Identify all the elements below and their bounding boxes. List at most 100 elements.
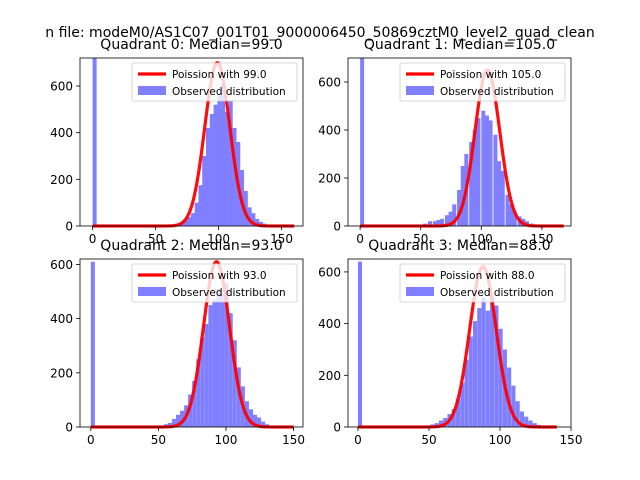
histogram-bar (194, 202, 199, 226)
histogram-bar (221, 83, 226, 226)
legend: Poission with 88.0 Observed distribution (399, 263, 566, 303)
histogram-bar (255, 219, 260, 226)
x-tick-label: 150 (270, 232, 293, 246)
x-tick-label: 100 (489, 433, 512, 447)
legend-box (131, 62, 298, 102)
histogram-bar (505, 194, 510, 226)
axes-frame (347, 57, 572, 227)
y-tick-label: 0 (65, 421, 73, 435)
x-tick-label: 50 (421, 433, 436, 447)
x-tick-label: 0 (356, 232, 364, 246)
histogram-bar (528, 420, 533, 427)
histogram-bar (228, 313, 233, 427)
y-tick-label: 200 (50, 366, 73, 380)
histogram-bar (481, 297, 486, 427)
histogram-bar (188, 394, 193, 427)
y-tick-label: 600 (50, 258, 73, 272)
x-tick-label: 0 (87, 433, 95, 447)
y-tick-label: 400 (50, 126, 73, 140)
subplot-quadrant-1: Quadrant 1: Median=105.0 0 50 100 150 0 200 40… (318, 37, 572, 246)
figure-suptitle: n file: modeM0/AS1C07_001T01_9000006450_… (45, 25, 594, 41)
legend-poisson-label: Poission with 105.0 (440, 69, 541, 81)
histogram-bar (212, 299, 217, 427)
histogram-bar (455, 398, 461, 427)
histogram-bar (481, 110, 486, 226)
histogram-bar (175, 414, 181, 427)
histogram-bar (217, 95, 222, 226)
histogram-bar (440, 218, 445, 226)
histogram-bar (252, 414, 258, 427)
legend-observed-label: Observed distribution (172, 86, 286, 98)
subplot-title: Quadrant 1: Median=105.0 (364, 37, 555, 53)
histogram-bar (198, 185, 203, 226)
histogram-bar (261, 421, 266, 427)
histogram-bar (228, 100, 233, 226)
x-tick-label: 0 (354, 433, 362, 447)
histogram-bar (209, 114, 214, 226)
histogram-bar (472, 130, 477, 226)
y-tick-label: 400 (50, 312, 73, 326)
histogram-bar (258, 221, 263, 226)
y-tick-label: 600 (318, 265, 341, 279)
histogram-bar (509, 204, 514, 226)
histogram-bar (464, 359, 469, 427)
histogram-bar (220, 294, 225, 427)
legend-observed-swatch (406, 287, 434, 296)
histogram-bar (524, 416, 529, 427)
subplot-quadrant-3: Quadrant 3: Median=88.0 0 50 100 150 0 200 400… (318, 238, 582, 447)
legend-box (131, 263, 298, 303)
legend: Poission with 93.0 Observed distribution (131, 263, 298, 303)
y-tick-label: 600 (318, 76, 341, 90)
histogram-bar (432, 221, 437, 226)
histogram-bar (183, 219, 188, 226)
y-tick-label: 200 (318, 172, 341, 186)
histogram-bar (460, 166, 465, 226)
histogram-bar (460, 383, 465, 427)
subplot-quadrant-0: Quadrant 0: Median=99.0 0 50 100 150 0 200 400… (50, 37, 304, 246)
legend: Poission with 99.0 Observed distribution (131, 62, 298, 102)
histogram-bar (224, 283, 229, 427)
histogram-bar (243, 191, 248, 226)
subplot-title: Quadrant 2: Median=93.0 (100, 238, 282, 254)
histogram-bar (247, 207, 252, 226)
x-tick-label: 0 (89, 232, 97, 246)
legend-poisson-label: Poission with 99.0 (172, 69, 267, 81)
legend-observed-swatch (138, 287, 166, 296)
histogram-bar (452, 204, 457, 226)
histogram-bar (248, 409, 253, 427)
histogram-bar (532, 423, 537, 427)
histogram-bar (519, 411, 524, 427)
histogram-bar (493, 134, 498, 226)
x-tick-label: 50 (413, 232, 428, 246)
histogram-bar (204, 324, 209, 427)
histogram-bar (436, 220, 441, 226)
histogram-bar (90, 261, 95, 427)
legend: Poission with 105.0 Observed distribution (399, 62, 566, 102)
histogram-bar (488, 120, 493, 226)
histogram-bar (236, 367, 241, 427)
histogram-bar (232, 340, 237, 427)
histogram-bar (196, 359, 201, 427)
y-tick-label: 0 (333, 421, 341, 435)
subplot-quadrant-2: Quadrant 2: Median=93.0 0 50 100 150 0 200 400… (50, 238, 305, 447)
legend-poisson-label: Poission with 93.0 (172, 270, 267, 282)
histogram-bar (192, 380, 197, 427)
histogram-bar (213, 104, 218, 226)
histogram-bar (224, 111, 229, 226)
histogram-bar (511, 385, 516, 427)
histogram-bar (477, 308, 482, 427)
x-tick-label: 150 (560, 433, 583, 447)
subplot-title: Quadrant 3: Median=88.0 (368, 238, 550, 254)
axes-frame (79, 258, 304, 428)
histogram-bar (208, 305, 213, 427)
histogram-bar (438, 420, 444, 427)
histogram-bar (190, 213, 195, 226)
histogram-bar (360, 58, 365, 226)
histogram-bar (484, 115, 489, 226)
histogram-bar (202, 156, 207, 226)
histogram-bar (171, 418, 176, 427)
legend-box (399, 62, 566, 102)
histogram-bar (180, 410, 185, 427)
legend-observed-swatch (406, 86, 434, 95)
